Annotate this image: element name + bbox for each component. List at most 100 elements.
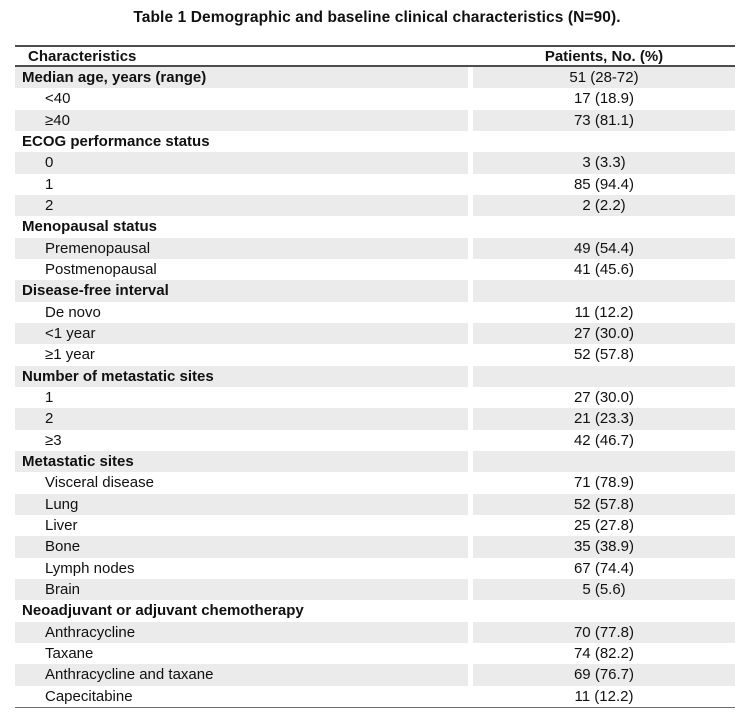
row-label: Lymph nodes — [45, 559, 135, 577]
row-label: 2 — [45, 410, 54, 428]
row-value: 85 (94.4) — [573, 175, 635, 193]
column-divider — [468, 472, 473, 494]
column-divider — [468, 685, 473, 707]
table-row: Premenopausal 49 (54.4) — [15, 237, 735, 259]
column-divider — [468, 578, 473, 601]
row-value: 49 (54.4) — [573, 239, 635, 257]
table-row: Postmenopausal 41 (45.6) — [15, 258, 735, 281]
column-divider — [468, 621, 473, 643]
table-row: Taxane 74 (82.2) — [15, 642, 735, 665]
row-label: De novo — [45, 303, 101, 321]
table-row: 1 27 (30.0) — [15, 386, 735, 409]
row-label: 0 — [45, 154, 54, 172]
row-value: 27 (30.0) — [573, 325, 635, 343]
column-divider — [468, 600, 473, 622]
column-divider — [468, 536, 473, 558]
table-row: Menopausal status — [15, 216, 735, 238]
row-value: 11 (12.2) — [574, 687, 634, 705]
table-row: Lymph nodes 67 (74.4) — [15, 557, 735, 579]
column-divider — [468, 344, 473, 366]
row-value: 17 (18.9) — [573, 90, 635, 108]
column-divider — [468, 152, 473, 174]
table-row: <1 year 27 (30.0) — [15, 322, 735, 345]
row-label: Metastatic sites — [22, 453, 134, 471]
table-row: 2 21 (23.3) — [15, 408, 735, 430]
table-row: Anthracycline and taxane 69 (76.7) — [15, 664, 735, 686]
table-header-row: Characteristics Patients, No. (%) — [15, 47, 735, 67]
column-divider — [468, 365, 473, 387]
row-label: Anthracycline — [45, 623, 136, 641]
row-value — [473, 216, 735, 237]
row-value — [473, 451, 735, 472]
column-divider — [468, 67, 473, 89]
table-row: ECOG performance status — [15, 130, 735, 153]
row-value: 11 (12.2) — [574, 303, 634, 321]
row-label: ECOG performance status — [22, 133, 210, 151]
characteristics-table: Characteristics Patients, No. (%) Median… — [15, 45, 735, 708]
row-label: <1 year — [45, 325, 96, 343]
row-value: 25 (27.8) — [573, 517, 635, 535]
row-value: 27 (30.0) — [573, 389, 635, 407]
row-value: 2 (2.2) — [582, 197, 626, 215]
row-label: Anthracycline and taxane — [45, 666, 214, 684]
column-divider — [468, 194, 473, 217]
table-body: Median age, years (range) 51 (28-72) <40… — [15, 67, 735, 707]
column-divider — [468, 173, 473, 195]
row-label: Disease-free interval — [22, 282, 169, 300]
table-row: Median age, years (range) 51 (28-72) — [15, 67, 735, 89]
row-value — [473, 280, 735, 301]
row-label: Postmenopausal — [45, 261, 157, 279]
row-label: 2 — [45, 197, 54, 215]
column-divider — [468, 130, 473, 153]
column-divider — [468, 237, 473, 259]
row-label: ≥3 — [45, 431, 62, 449]
row-value: 52 (57.8) — [573, 495, 635, 513]
row-label: Visceral disease — [45, 474, 154, 492]
row-value: 67 (74.4) — [573, 559, 635, 577]
row-value: 73 (81.1) — [573, 111, 635, 129]
row-value: 71 (78.9) — [573, 474, 635, 492]
table-row: ≥40 73 (81.1) — [15, 109, 735, 131]
row-label: Neoadjuvant or adjuvant chemotherapy — [22, 602, 304, 620]
column-divider — [468, 514, 473, 537]
row-label: Capecitabine — [45, 687, 133, 705]
row-label: Number of metastatic sites — [22, 367, 214, 385]
column-divider — [468, 408, 473, 430]
row-value: 42 (46.7) — [573, 431, 635, 449]
column-header-characteristics: Characteristics — [28, 47, 137, 65]
row-value: 41 (45.6) — [573, 261, 635, 279]
column-divider — [468, 450, 473, 473]
row-label: 1 — [45, 175, 54, 193]
row-value: 21 (23.3) — [573, 410, 635, 428]
row-value: 69 (76.7) — [573, 666, 635, 684]
table-row: Disease-free interval — [15, 280, 735, 302]
row-label: <40 — [45, 90, 71, 108]
row-value — [473, 600, 735, 621]
row-value: 70 (77.8) — [573, 623, 635, 641]
table-row: Number of metastatic sites — [15, 365, 735, 387]
row-label: 1 — [45, 389, 54, 407]
column-header-patients: Patients, No. (%) — [544, 47, 664, 65]
table-row: 2 2 (2.2) — [15, 194, 735, 217]
column-divider — [468, 386, 473, 409]
column-divider — [468, 258, 473, 281]
column-divider — [468, 322, 473, 345]
column-divider — [468, 642, 473, 665]
row-label: Brain — [45, 581, 81, 599]
table-row: Liver 25 (27.8) — [15, 514, 735, 537]
table-row: De novo 11 (12.2) — [15, 301, 735, 323]
row-label: ≥40 — [45, 111, 70, 129]
column-divider — [468, 664, 473, 686]
row-label: Menopausal status — [22, 218, 158, 236]
table-row: Capecitabine 11 (12.2) — [15, 685, 735, 707]
table-row: Bone 35 (38.9) — [15, 536, 735, 558]
table-row: <40 17 (18.9) — [15, 88, 735, 110]
row-label: Lung — [45, 495, 79, 513]
table-title: Table 1 Demographic and baseline clinica… — [133, 9, 621, 26]
column-divider — [468, 216, 473, 238]
table-row: Lung 52 (57.8) — [15, 493, 735, 515]
column-divider — [468, 47, 473, 65]
column-divider — [468, 493, 473, 515]
column-divider — [468, 88, 473, 110]
column-divider — [468, 557, 473, 579]
